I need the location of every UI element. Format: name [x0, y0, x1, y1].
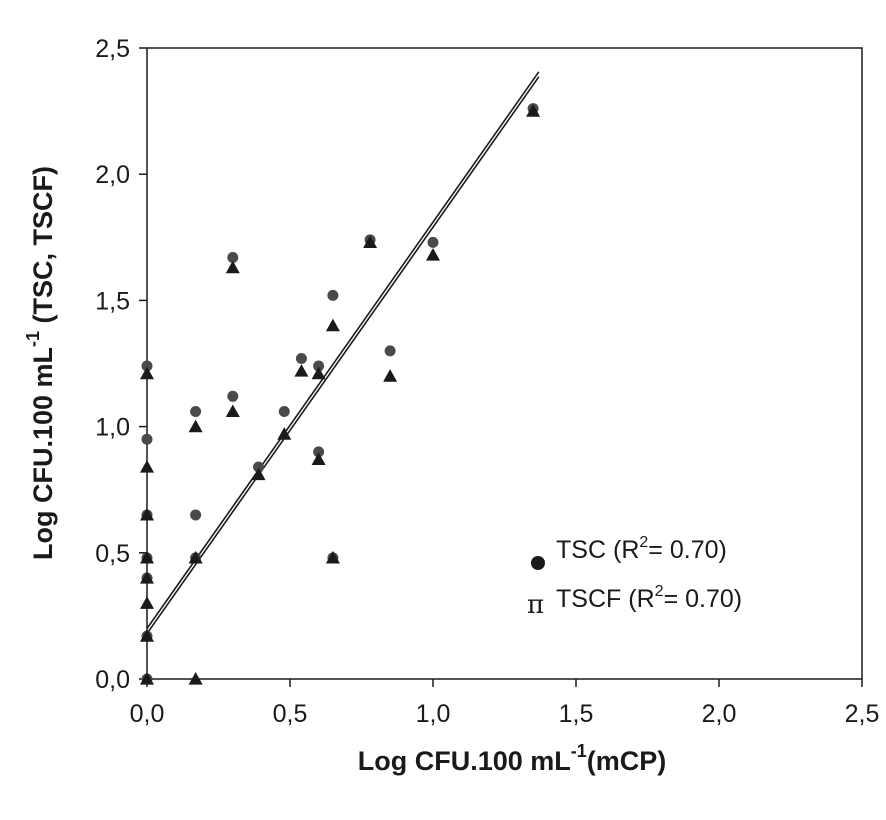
tsc-point: [295, 352, 307, 364]
x-tick-label: 1,0: [416, 700, 451, 728]
regression-lines: [146, 71, 540, 635]
regression-line-tscf: [146, 71, 540, 629]
legend-tscf-r2: (R: [628, 585, 654, 613]
data-points: [140, 103, 541, 685]
tscf-point: [311, 452, 326, 466]
tsc-point: [313, 360, 325, 372]
plot-frame: [146, 47, 863, 680]
x-tick-label: 0,5: [273, 700, 308, 728]
tscf-point: [140, 366, 154, 380]
tscf-point: [140, 672, 154, 685]
tscf-point: [277, 427, 292, 440]
tscf-point: [426, 247, 440, 261]
legend-tscf-r2-value: = 0.70): [664, 585, 743, 613]
axis-ticks: 0,00,0 0,5 0,5 1,0 1,0 1,5 1,5 2,0 2,0 2,5 2,5: [95, 35, 879, 728]
tsc-point: [427, 236, 439, 248]
y-tick-label: 0,5: [95, 540, 130, 568]
legend-tsc-r2: (R: [613, 536, 639, 564]
legend-tsc-label: TSC (R2= 0.70): [556, 534, 727, 564]
tsc-point: [327, 289, 339, 301]
y-tick-label: 2,0: [95, 161, 130, 189]
tscf-point: [140, 596, 154, 609]
x-tick-label: 0,0: [130, 700, 165, 728]
tscf-point: [140, 507, 154, 521]
tscf-point: [140, 550, 154, 564]
tscf-point: [140, 629, 154, 642]
legend-tscf-label: TSCF (R2= 0.70): [556, 583, 742, 613]
tscf-point: [251, 467, 266, 481]
legend-tscf-marker: π: [527, 590, 544, 620]
tsc-point: [313, 446, 325, 458]
x-axis-title-sup: -1: [571, 741, 587, 761]
legend-tsc-r2-sup: 2: [639, 534, 648, 551]
legend-tscf-name: TSCF: [556, 585, 621, 613]
tsc-point: [141, 433, 153, 445]
tscf-point: [311, 366, 326, 380]
x-tick-label: 2,5: [845, 700, 880, 728]
legend-tsc-name: TSC: [556, 536, 606, 564]
tscf-point: [363, 235, 378, 248]
y-axis-title-main: Log CFU.100 mL: [28, 347, 58, 560]
tscf-point: [188, 672, 203, 685]
tscf-point: [188, 419, 203, 433]
tscf-point: [140, 571, 154, 584]
legend-tscf-r2-sup: 2: [655, 583, 664, 600]
x-tick-label: 2,0: [702, 700, 737, 728]
x-axis-title-suffix: (mCP): [587, 746, 667, 776]
tsc-point: [190, 509, 202, 521]
y-axis-title-sup: -1: [23, 331, 43, 347]
tscf-point: [225, 260, 240, 274]
tsc-point: [190, 405, 202, 417]
tsc-point: [227, 251, 239, 263]
x-axis-title: Log CFU.100 mL-1(mCP): [358, 741, 667, 776]
x-axis-title-main: Log CFU.100 mL: [358, 746, 571, 776]
tscf-point: [188, 550, 203, 564]
x-tick-label: 1,5: [559, 700, 594, 728]
legend-tsc-r2-value: = 0.70): [648, 536, 727, 564]
legend: TSC (R2= 0.70) π TSCF (R2= 0.70): [527, 534, 742, 620]
tscf-point: [383, 369, 398, 382]
tsc-point: [278, 405, 290, 417]
tscf-point: [140, 459, 154, 473]
y-tick-label: 2,5: [95, 35, 130, 63]
y-axis-title: Log CFU.100 mL-1 (TSC, TSCF): [23, 166, 58, 560]
tscf-point: [225, 404, 240, 418]
tsc-point: [384, 345, 396, 357]
tsc-point: [227, 390, 239, 402]
legend-tsc-marker: [531, 556, 545, 570]
tsc-point: [141, 360, 153, 372]
tscf-point: [325, 318, 340, 332]
tsc-point: [253, 461, 265, 473]
tscf-point: [294, 364, 309, 377]
y-tick-label: 0,0: [95, 666, 130, 694]
tscf-point: [325, 550, 340, 564]
tscf-point: [526, 104, 541, 117]
y-tick-label: 1,0: [95, 414, 130, 442]
y-axis-title-suffix: (TSC, TSCF): [28, 166, 58, 331]
regression-line-tsc: [146, 76, 540, 635]
y-tick-label: 1,5: [95, 287, 130, 315]
